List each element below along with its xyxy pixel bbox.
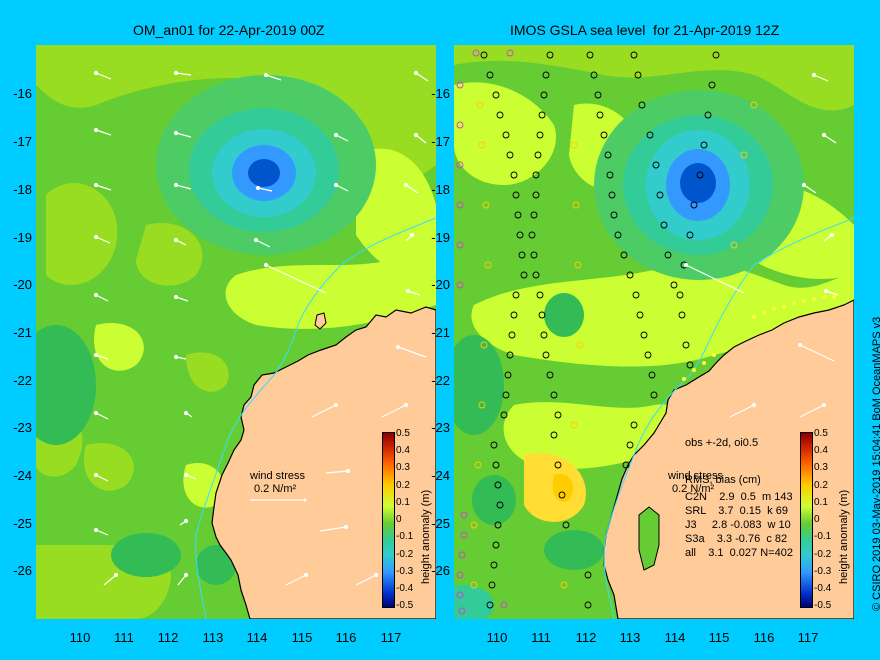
left-cb-tick: -0.2 [396, 549, 414, 560]
right-x-tick: 114 [664, 630, 686, 645]
left-cb-tick: 0.3 [396, 462, 410, 473]
right-panel-title: IMOS GSLA sea level for 21-Apr-2019 12Z [510, 22, 780, 38]
credit-text: © CSIRO 2019 03-May-2019 15:04:41 BoM Oc… [871, 316, 880, 611]
left-map-field [36, 45, 436, 619]
right-cb-tick: 0.5 [814, 428, 828, 439]
right-cb-tick: -0.2 [814, 549, 832, 560]
left-x-tick: 114 [246, 630, 268, 645]
left-wind-legend-line1: wind stress [250, 470, 306, 482]
stats-row: SRL 3.7 0.15 k 69 [685, 505, 788, 517]
right-cb-tick: 0 [814, 514, 820, 525]
left-cb-tick: 0.2 [396, 480, 410, 491]
right-x-tick: 116 [753, 630, 775, 645]
left-y-tick: -23 [13, 420, 32, 435]
right-x-tick: 115 [708, 630, 730, 645]
left-y-tick: -17 [13, 134, 32, 149]
left-y-tick: -22 [13, 373, 32, 388]
right-wind-legend-line2: 0.2 N/m² [672, 483, 715, 495]
left-x-tick: 113 [202, 630, 224, 645]
left-colorbar [382, 432, 395, 608]
right-cb-tick: 0.3 [814, 462, 828, 473]
right-y-tick: -24 [431, 468, 450, 483]
stats-row: J3 2.8 -0.083 w 10 [685, 519, 791, 531]
right-y-tick: -18 [431, 182, 450, 197]
left-x-tick: 117 [380, 630, 402, 645]
right-cb-tick: 0.4 [814, 445, 828, 456]
left-y-tick: -20 [13, 277, 32, 292]
right-wind-legend-line1: wind stress [668, 470, 724, 482]
stats-row: all 3.1 0.027 N=402 [685, 547, 793, 559]
right-y-tick: -23 [431, 420, 450, 435]
right-map-field [454, 45, 854, 619]
left-map [36, 45, 436, 619]
right-cb-tick: 0.2 [814, 480, 828, 491]
stats-row: C2N 2.9 0.5 m 143 [685, 491, 793, 503]
right-y-tick: -21 [431, 325, 450, 340]
left-x-tick: 110 [69, 630, 91, 645]
right-map [454, 45, 854, 619]
left-cb-tick: -0.4 [396, 583, 414, 594]
right-cb-tick: -0.3 [814, 566, 832, 577]
left-wind-legend-arrow [250, 498, 307, 502]
right-y-tick: -19 [431, 230, 450, 245]
right-y-tick: -17 [431, 134, 450, 149]
right-cb-tick: -0.1 [814, 531, 832, 542]
right-y-tick: -22 [431, 373, 450, 388]
right-cb-tick: 0.1 [814, 497, 828, 508]
left-cb-tick: -0.3 [396, 566, 414, 577]
left-y-tick: -24 [13, 468, 32, 483]
right-x-tick: 117 [797, 630, 819, 645]
left-x-tick: 116 [335, 630, 357, 645]
right-x-tick: 111 [531, 630, 551, 645]
left-cb-tick: 0.1 [396, 497, 410, 508]
left-cb-tick: -0.1 [396, 531, 414, 542]
left-y-tick: -21 [13, 325, 32, 340]
right-y-tick: -16 [431, 86, 450, 101]
right-x-tick: 112 [575, 630, 597, 645]
obs-header: obs +-2d, oi0.5 [685, 437, 759, 449]
left-x-tick: 112 [157, 630, 179, 645]
left-cb-tick: -0.5 [396, 600, 414, 611]
right-y-tick: -20 [431, 277, 450, 292]
left-y-tick: -26 [13, 563, 32, 578]
left-y-tick: -16 [13, 86, 32, 101]
right-colorbar [800, 432, 813, 608]
left-y-tick: -25 [13, 516, 32, 531]
left-x-tick: 115 [291, 630, 313, 645]
right-colorbar-title: height anomaly (m) [838, 489, 850, 584]
left-cb-tick: 0.4 [396, 445, 410, 456]
left-cb-tick: 0 [396, 514, 402, 525]
right-cb-tick: -0.4 [814, 583, 832, 594]
stats-row: S3a 3.3 -0.76 c 82 [685, 533, 788, 545]
stats-header: RMS, bias (cm) [685, 474, 761, 486]
right-x-tick: 113 [619, 630, 641, 645]
left-wind-legend-line2: 0.2 N/m² [254, 483, 297, 495]
right-cb-tick: -0.5 [814, 600, 832, 611]
left-cb-tick: 0.5 [396, 428, 410, 439]
right-y-tick: -25 [431, 516, 450, 531]
left-x-tick: 111 [114, 630, 134, 645]
right-y-tick: -26 [431, 563, 450, 578]
right-x-tick: 110 [486, 630, 508, 645]
left-y-tick: -19 [13, 230, 32, 245]
left-y-tick: -18 [13, 182, 32, 197]
left-panel-title: OM_an01 for 22-Apr-2019 00Z [133, 22, 325, 38]
